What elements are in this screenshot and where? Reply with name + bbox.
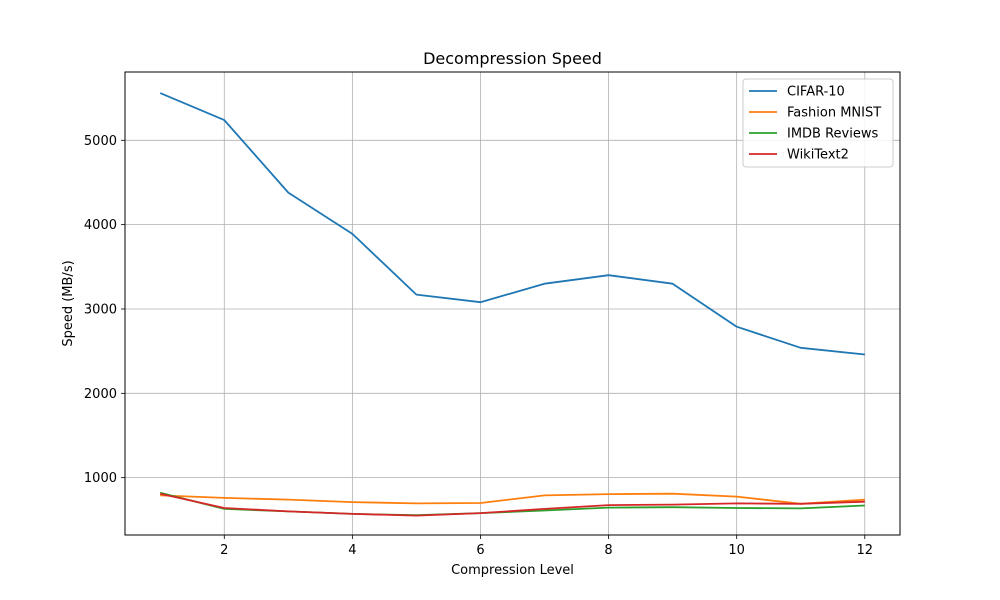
series-line <box>159 92 865 356</box>
chart-title: Decompression Speed <box>423 49 602 68</box>
legend: CIFAR-10 Fashion MNIST IMDB Reviews WikiTex… <box>742 78 894 168</box>
legend-box <box>742 78 894 168</box>
series-line <box>160 492 865 517</box>
axis-ticks: 2 4 6 8 10 12 1000 2000 3000 4000 5000 <box>84 134 873 558</box>
y-axis-label: Speed (MB/s) <box>61 260 76 346</box>
legend-label: WikiText2 <box>787 148 849 163</box>
series-lines <box>159 92 865 517</box>
legend-label: CIFAR-10 <box>787 85 845 100</box>
y-tick-label: 4000 <box>84 218 117 233</box>
x-tick-label: 2 <box>220 543 228 558</box>
x-tick-label: 12 <box>856 543 873 558</box>
legend-label: IMDB Reviews <box>787 127 878 142</box>
series-line <box>160 492 865 505</box>
y-tick-label: 5000 <box>84 134 117 149</box>
x-tick-label: 6 <box>476 543 484 558</box>
plot-frame <box>124 71 901 536</box>
x-axis-label: Compression Level <box>451 563 574 578</box>
x-tick-label: 8 <box>604 543 612 558</box>
x-tick-label: 4 <box>348 543 356 558</box>
y-tick-label: 2000 <box>84 387 117 402</box>
y-tick-label: 3000 <box>84 302 117 317</box>
legend-label: Fashion MNIST <box>787 106 881 121</box>
x-tick-label: 10 <box>728 543 745 558</box>
y-tick-label: 1000 <box>84 471 117 486</box>
